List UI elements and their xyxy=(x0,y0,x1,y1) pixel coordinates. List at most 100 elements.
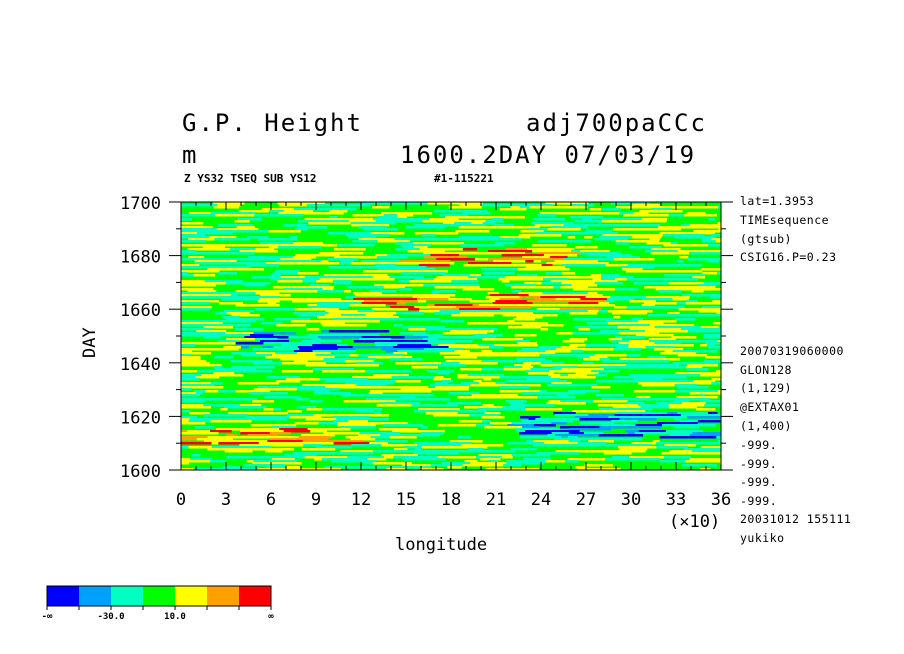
heatmap-cell xyxy=(568,440,581,443)
heatmap-cell xyxy=(423,306,456,309)
heatmap-cell xyxy=(417,298,449,301)
heatmap-cell xyxy=(284,256,294,259)
heatmap-cell xyxy=(181,300,219,303)
heatmap-cell xyxy=(557,394,569,397)
heatmap-cell xyxy=(524,282,542,285)
heatmap-cell xyxy=(624,444,651,447)
heatmap-cell xyxy=(552,366,578,369)
heatmap-cell xyxy=(359,420,368,423)
heatmap-cell xyxy=(491,396,538,399)
heatmap-cell xyxy=(503,464,522,467)
heatmap-cell xyxy=(682,294,701,297)
heatmap-cell xyxy=(668,282,693,285)
heatmap-cell xyxy=(265,450,283,453)
heatmap-cell xyxy=(188,420,211,423)
heatmap-cell xyxy=(361,466,393,469)
heatmap-cell xyxy=(585,296,611,299)
heatmap-cell xyxy=(659,232,688,235)
heatmap-cell xyxy=(365,370,411,373)
heatmap-cell xyxy=(294,308,339,311)
heatmap-cell xyxy=(334,310,358,313)
heatmap-cell xyxy=(321,262,340,265)
x-tick-label: 18 xyxy=(441,490,461,510)
heatmap-cell xyxy=(539,212,558,215)
heatmap-cell xyxy=(688,206,718,209)
heatmap-cell xyxy=(571,250,580,253)
heatmap-cell xyxy=(241,354,273,357)
heatmap-cell xyxy=(604,458,614,461)
heatmap-cell xyxy=(506,248,528,251)
heatmap-cell xyxy=(536,308,560,311)
heatmap-cell xyxy=(560,374,569,377)
heatmap-cell xyxy=(562,340,585,343)
heatmap-cell xyxy=(545,202,589,205)
heatmap-cell xyxy=(253,460,281,463)
heatmap-cell xyxy=(704,404,721,407)
heatmap-cell xyxy=(302,430,311,433)
heatmap-cell xyxy=(559,308,602,311)
heatmap-cell xyxy=(290,320,332,323)
heatmap-cell xyxy=(293,256,317,259)
heatmap-cell xyxy=(664,350,673,353)
heatmap-cell xyxy=(533,260,542,263)
heatmap-cell xyxy=(310,346,353,349)
heatmap-cell xyxy=(275,386,305,389)
heatmap-cell xyxy=(660,208,672,211)
heatmap-cell xyxy=(420,242,432,245)
heatmap-cell xyxy=(550,376,596,379)
heatmap-cell xyxy=(500,236,531,239)
heatmap-cell xyxy=(601,276,634,279)
heatmap-cell xyxy=(218,340,238,343)
heatmap-cell xyxy=(430,444,462,447)
heatmap-cell xyxy=(378,390,392,393)
heatmap-cell xyxy=(389,266,427,269)
heatmap-cell xyxy=(692,432,721,435)
heatmap-cell xyxy=(685,300,698,303)
heatmap-cell xyxy=(395,248,420,251)
heatmap-cell xyxy=(363,270,403,273)
heatmap-cell xyxy=(460,382,480,385)
heatmap-cell xyxy=(661,358,680,361)
heatmap-cell xyxy=(556,304,601,307)
heatmap-cell xyxy=(493,260,526,263)
heatmap-cell xyxy=(595,394,624,397)
heatmap-cell xyxy=(226,434,238,437)
heatmap-cell xyxy=(188,446,200,449)
heatmap-cell xyxy=(484,412,501,415)
heatmap-cell xyxy=(613,316,621,319)
heatmap-cell xyxy=(353,298,390,301)
heatmap-cell xyxy=(529,206,554,209)
heatmap-cell xyxy=(677,250,706,253)
heatmap-cell xyxy=(642,298,673,301)
heatmap-cell xyxy=(479,458,501,461)
title-right: adj700paCCc xyxy=(526,109,707,137)
heatmap-cell xyxy=(647,376,676,379)
heatmap-cell xyxy=(546,262,592,265)
heatmap-cell xyxy=(211,442,219,445)
heatmap-cell xyxy=(539,390,547,393)
heatmap-cell xyxy=(561,250,572,253)
heatmap-cell xyxy=(312,368,346,371)
heatmap-cell xyxy=(402,246,414,249)
heatmap-cell xyxy=(547,384,590,387)
heatmap-cell xyxy=(272,286,291,289)
heatmap-cell xyxy=(223,230,269,233)
heatmap-cell xyxy=(194,262,226,265)
heatmap-cell xyxy=(496,408,526,411)
heatmap-cell xyxy=(457,396,492,399)
heatmap-cell xyxy=(356,384,364,387)
heatmap-cell xyxy=(210,246,225,249)
heatmap-cell xyxy=(602,234,630,237)
heatmap-cell xyxy=(667,312,680,315)
heatmap-cell xyxy=(625,270,644,273)
heatmap-cell xyxy=(224,406,255,409)
heatmap-cell xyxy=(618,342,655,345)
heatmap-cell xyxy=(235,342,264,345)
heatmap-cell xyxy=(208,296,225,299)
heatmap-cell xyxy=(414,442,452,445)
heatmap-cell xyxy=(558,364,586,367)
heatmap-cell xyxy=(534,298,556,301)
heatmap-cell xyxy=(355,318,399,321)
heatmap-cell xyxy=(206,290,217,293)
heatmap-cell xyxy=(246,250,279,253)
